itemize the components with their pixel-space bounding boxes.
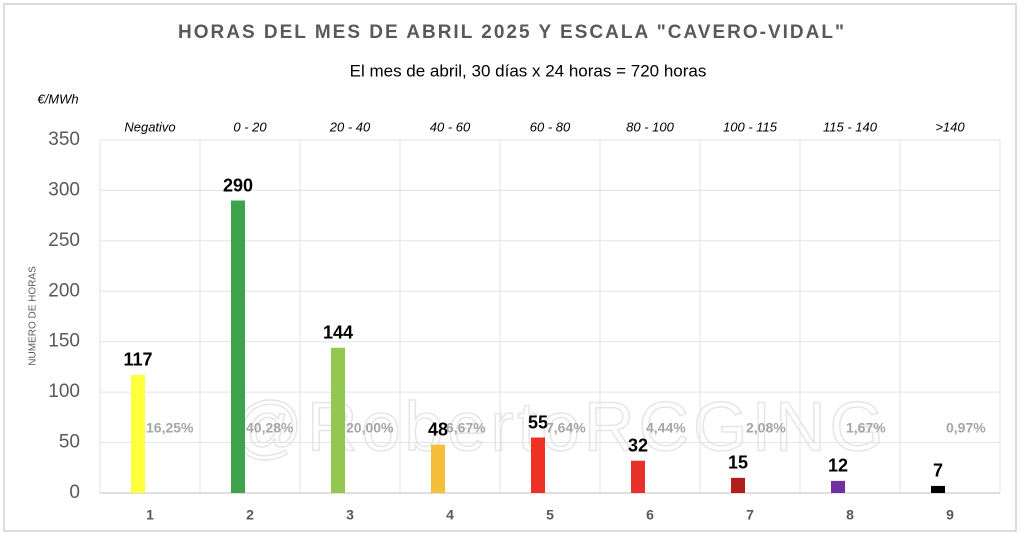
percent-label: 20,00% xyxy=(346,420,394,436)
x-tick-label: 6 xyxy=(646,507,654,523)
value-label: 144 xyxy=(323,323,353,343)
bar xyxy=(731,477,745,493)
range-label: 0 - 20 xyxy=(233,119,267,134)
percent-label: 6,67% xyxy=(446,420,486,436)
y-tick-label: 0 xyxy=(69,482,80,503)
range-label: 20 - 40 xyxy=(329,119,371,134)
bar xyxy=(231,200,245,493)
x-tick-label: 8 xyxy=(846,507,854,523)
y-tick-label: 350 xyxy=(48,129,80,150)
x-tick-label: 3 xyxy=(346,507,354,523)
range-label: 40 - 60 xyxy=(430,119,471,134)
bar xyxy=(431,444,445,493)
bar xyxy=(931,485,945,493)
percent-label: 16,25% xyxy=(146,420,194,436)
x-tick-label: 2 xyxy=(246,507,254,523)
x-tick-label: 4 xyxy=(446,507,454,523)
bar xyxy=(831,480,845,493)
frame xyxy=(3,3,1017,532)
percent-label: 1,67% xyxy=(846,420,886,436)
value-label: 117 xyxy=(123,350,152,370)
chart-title: HORAS DEL MES DE ABRIL 2025 Y ESCALA "CA… xyxy=(178,22,846,43)
x-tick-label: 5 xyxy=(546,507,554,523)
y-tick-label: 250 xyxy=(48,230,80,251)
range-label: 60 - 80 xyxy=(530,119,571,134)
y-tick-label: 100 xyxy=(48,381,80,402)
x-tick-label: 1 xyxy=(146,507,154,523)
range-label: 115 - 140 xyxy=(823,119,878,134)
y-tick-label: 50 xyxy=(59,432,80,453)
percent-label: 0,97% xyxy=(946,420,986,436)
bar xyxy=(631,460,645,493)
value-label: 290 xyxy=(223,175,253,195)
unit-label: €/MWh xyxy=(37,91,78,106)
y-tick-label: 200 xyxy=(48,280,80,301)
range-label: >140 xyxy=(935,119,965,134)
value-label: 12 xyxy=(828,456,848,476)
value-label: 48 xyxy=(428,419,448,439)
x-tick-label: 7 xyxy=(746,507,754,523)
value-label: 7 xyxy=(933,461,943,481)
x-tick-label: 9 xyxy=(946,507,954,523)
bar xyxy=(131,374,145,493)
percent-label: 40,28% xyxy=(246,420,294,436)
percent-label: 4,44% xyxy=(646,420,686,436)
bar xyxy=(531,437,545,493)
y-tick-label: 300 xyxy=(48,179,80,200)
bar xyxy=(331,347,345,493)
range-label: 80 - 100 xyxy=(626,119,674,134)
percent-label: 7,64% xyxy=(546,420,586,436)
range-label: Negativo xyxy=(124,119,175,134)
y-tick-label: 150 xyxy=(48,331,80,352)
value-label: 55 xyxy=(528,412,548,432)
value-label: 32 xyxy=(628,435,648,455)
range-label: 100 - 115 xyxy=(723,119,778,134)
percent-label: 2,08% xyxy=(746,420,786,436)
value-label: 15 xyxy=(728,453,748,473)
chart-subtitle: El mes de abril, 30 días x 24 horas = 72… xyxy=(350,61,707,80)
y-axis-label: NUMERO DE HORAS xyxy=(28,266,39,366)
